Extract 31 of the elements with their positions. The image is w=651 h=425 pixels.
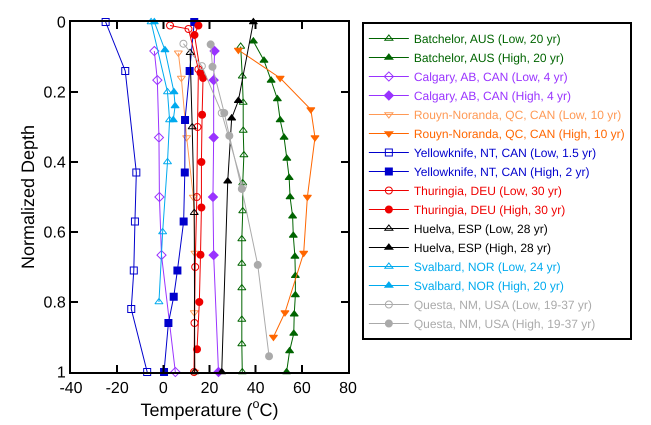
legend-label: Calgary, AB, CAN (Low, 4 yr) bbox=[414, 70, 568, 84]
y-tick-label: 0 bbox=[56, 14, 66, 32]
legend-label: Yellowknife, NT, CAN (High, 2 yr) bbox=[414, 165, 590, 180]
legend-label: Questa, NM, USA (Low, 19-37 yr) bbox=[414, 298, 592, 312]
y-tick-label: 0.8 bbox=[44, 294, 66, 312]
x-tick-label: 40 bbox=[246, 380, 265, 398]
legend-label: Huelva, ESP (High, 28 yr) bbox=[414, 241, 552, 256]
x-tick-label: 80 bbox=[339, 380, 357, 398]
legend-label: Questa, NM, USA (High, 19-37 yr) bbox=[414, 317, 596, 332]
legend-label: Batchelor, AUS (Low, 20 yr) bbox=[414, 32, 561, 46]
y-tick-label: 0.6 bbox=[44, 224, 66, 242]
y-tick-label: 1 bbox=[56, 364, 66, 382]
legend-label: Batchelor, AUS (High, 20 yr) bbox=[414, 51, 564, 66]
legend-label: Rouyn-Noranda, QC, CAN (High, 10 yr) bbox=[414, 127, 625, 142]
x-tick-label: 0 bbox=[158, 380, 168, 398]
y-tick-label: 0.2 bbox=[44, 84, 66, 102]
legend-label: Huelva, ESP (Low, 28 yr) bbox=[414, 222, 548, 236]
legend-label: Svalbard, NOR (Low, 24 yr) bbox=[414, 260, 561, 274]
x-axis-title: Temperature ($^{o}$C) bbox=[140, 397, 279, 420]
legend-label: Rouyn-Noranda, QC, CAN (Low, 10 yr) bbox=[414, 108, 622, 122]
x-tick-label: -40 bbox=[59, 380, 83, 398]
x-tick-label: -20 bbox=[106, 380, 129, 398]
y-axis-title: Normalized Depth bbox=[18, 124, 38, 270]
x-tick-label: 60 bbox=[292, 380, 311, 398]
legend-label: Yellowknife, NT, CAN (Low, 1.5 yr) bbox=[414, 146, 596, 160]
legend-label: Thuringia, DEU (Low, 30 yr) bbox=[414, 184, 562, 198]
legend-label: Svalbard, NOR (High, 20 yr) bbox=[414, 279, 564, 294]
legend-label: Thuringia, DEU (High, 30 yr) bbox=[414, 203, 566, 218]
x-tick-label: 20 bbox=[200, 380, 218, 398]
legend-label: Calgary, AB, CAN (High, 4 yr) bbox=[414, 89, 572, 104]
y-tick-label: 0.4 bbox=[44, 154, 66, 172]
